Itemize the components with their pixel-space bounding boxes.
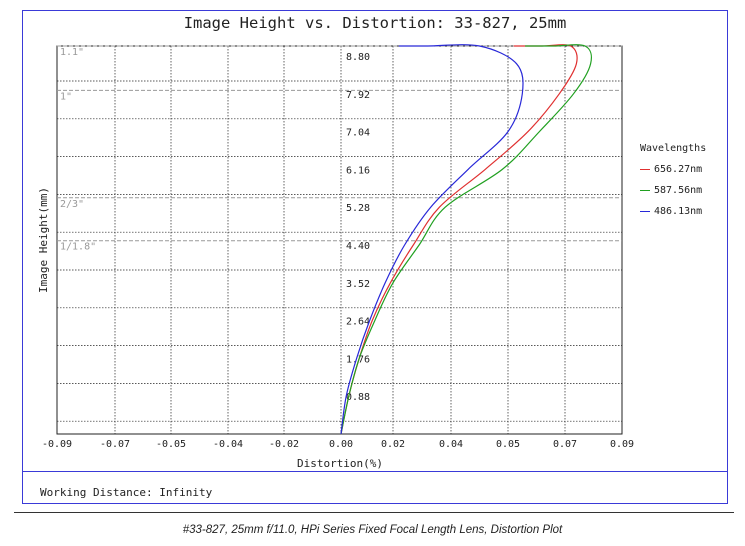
x-tick-label: 0.02	[381, 439, 405, 450]
x-tick-label: 0.09	[610, 439, 634, 450]
plot-area	[56, 45, 623, 435]
x-tick-label: -0.02	[269, 439, 299, 450]
y-tick-label: 4.40	[346, 241, 370, 252]
x-tick-label: 0.07	[553, 439, 577, 450]
x-tick-label: -0.09	[42, 439, 72, 450]
plot-frame	[22, 10, 728, 504]
x-tick-label: -0.07	[100, 439, 130, 450]
x-tick-label: -0.05	[156, 439, 186, 450]
x-tick-label: -0.04	[213, 439, 243, 450]
legend-item: 486.13nm	[640, 206, 702, 217]
legend-swatch	[640, 189, 650, 192]
series-line-486.13nm	[340, 44, 524, 435]
series-lines	[340, 44, 592, 435]
legend-label: 486.13nm	[654, 206, 703, 217]
legend-swatch	[640, 210, 650, 213]
y-tick-label: 3.52	[346, 279, 370, 290]
legend-item: 587.56nm	[640, 185, 702, 196]
x-tick-labels: -0.09 -0.07 -0.05 -0.04 -0.02 0.00 0.02 0.04 0.0…	[42, 439, 634, 450]
footer-divider	[22, 471, 728, 472]
legend-label: 656.27nm	[654, 164, 703, 175]
legend-swatch	[640, 168, 650, 171]
sensor-marker-label: 1.1"	[60, 47, 84, 58]
y-tick-label: 7.92	[346, 90, 370, 101]
y-tick-label: 1.76	[346, 354, 370, 365]
y-tick-label: 2.64	[346, 317, 370, 328]
y-axis-label: Image Height(mm)	[37, 187, 50, 293]
x-axis-label: Distortion(%)	[297, 457, 383, 470]
sensor-marker-label: 1/1.8"	[60, 242, 96, 253]
x-tick-label: 0.00	[329, 439, 353, 450]
figure-caption: #33-827, 25mm f/11.0, HPi Series Fixed F…	[182, 524, 563, 536]
working-distance: Working Distance: Infinity	[40, 486, 213, 499]
caption-rule	[14, 512, 734, 513]
y-tick-label: 0.88	[346, 392, 370, 403]
series-line-587.56nm	[340, 44, 592, 435]
legend-label: 587.56nm	[654, 185, 703, 196]
legend-item: 656.27nm	[640, 164, 702, 175]
y-tick-label: 8.80	[346, 52, 370, 63]
grid-lines	[56, 45, 623, 435]
series-line-656.27nm	[340, 44, 578, 435]
y-tick-label: 7.04	[346, 128, 370, 139]
x-tick-label: 0.05	[496, 439, 520, 450]
sensor-marker-label: 1"	[60, 91, 72, 102]
legend-title: Wavelengths	[640, 143, 707, 154]
y-tick-labels: 0.88 1.76 2.64 3.52 4.40 5.28 6.16 7.04 7.92 8.80	[346, 52, 370, 403]
x-tick-label: 0.04	[439, 439, 463, 450]
chart-title: Image Height vs. Distortion: 33-827, 25m…	[183, 14, 567, 32]
sensor-marker-label: 2/3"	[60, 199, 84, 210]
y-tick-label: 6.16	[346, 165, 370, 176]
sensor-markers: 1.1" 1" 2/3" 1/1.8"	[57, 45, 622, 253]
y-tick-label: 5.28	[346, 203, 370, 214]
